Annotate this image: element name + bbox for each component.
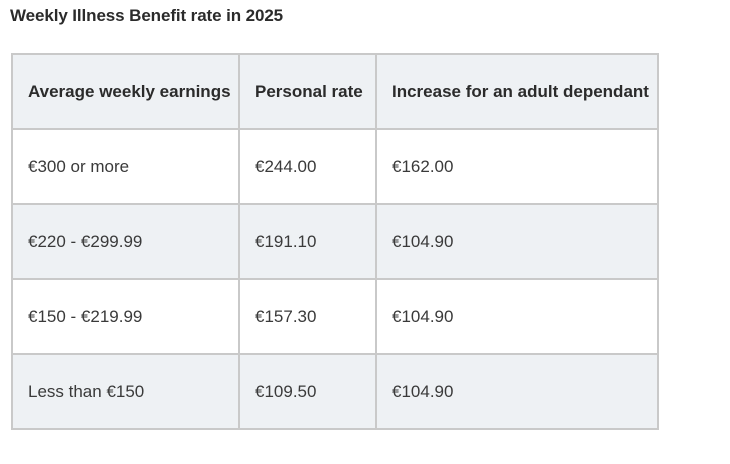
personal-rate-cell: €157.30 (238, 278, 377, 355)
adult-dependant-cell: €104.90 (375, 203, 659, 280)
table-row: Less than €150 €109.50 €104.90 (11, 353, 659, 430)
adult-dependant-cell: €162.00 (375, 128, 659, 205)
table-row: €300 or more €244.00 €162.00 (11, 128, 659, 205)
adult-dependant-cell: €104.90 (375, 353, 659, 430)
earnings-cell: €300 or more (11, 128, 240, 205)
table-row: €220 - €299.99 €191.10 €104.90 (11, 203, 659, 280)
personal-rate-cell: €244.00 (238, 128, 377, 205)
column-header-average-weekly-earnings: Average weekly earnings (11, 53, 240, 130)
earnings-cell: €150 - €219.99 (11, 278, 240, 355)
earnings-cell: €220 - €299.99 (11, 203, 240, 280)
earnings-cell: Less than €150 (11, 353, 240, 430)
table-row: €150 - €219.99 €157.30 €104.90 (11, 278, 659, 355)
personal-rate-cell: €191.10 (238, 203, 377, 280)
rates-table: Average weekly earnings Personal rate In… (11, 53, 659, 430)
column-header-personal-rate: Personal rate (238, 53, 377, 130)
column-header-increase-adult-dependant: Increase for an adult dependant (375, 53, 659, 130)
personal-rate-cell: €109.50 (238, 353, 377, 430)
table-header-row: Average weekly earnings Personal rate In… (11, 53, 659, 130)
adult-dependant-cell: €104.90 (375, 278, 659, 355)
page-title: Weekly Illness Benefit rate in 2025 (10, 6, 284, 25)
